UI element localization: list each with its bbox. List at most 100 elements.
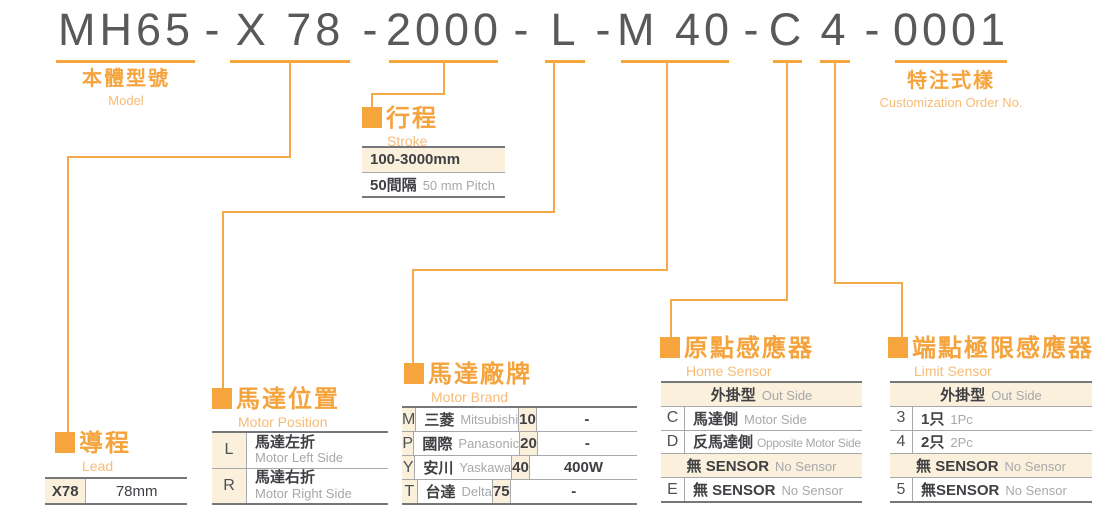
connector-home-sensor [786, 62, 788, 301]
motor-brand-title-zh: 馬達廠牌 [428, 361, 532, 388]
connector-motor-position [553, 62, 555, 213]
lead-code-cell: X78 [45, 479, 87, 503]
limit-sensor-row: 4 2只 2Pc [890, 430, 1092, 455]
connector-limit-sensor [834, 62, 836, 284]
home-sensor-zh: 無 SENSOR [693, 482, 776, 500]
lead-row: X78 78mm [45, 479, 187, 503]
underline-motor-brand [621, 60, 729, 63]
home-sensor-nosensor-zh: 無 SENSOR [686, 458, 770, 476]
motor-position-code: L [212, 433, 247, 468]
limit-sensor-header-row: 外掛型 Out Side [890, 383, 1092, 407]
underline-body [56, 60, 195, 63]
body-model-label-zh: 本體型號 [82, 68, 170, 90]
stroke-pitch-row: 50間隔 50 mm Pitch [362, 173, 505, 197]
underline-lead [230, 60, 350, 63]
motor-brand-wcode: 10 [519, 408, 537, 431]
limit-sensor-header-zh: 外掛型 [940, 386, 986, 404]
connector-motor-position [222, 211, 555, 213]
connector-home-sensor [670, 299, 788, 301]
model-separator: - [513, 4, 529, 55]
home-sensor-header-row: 外掛型 Out Side [661, 383, 862, 407]
home-sensor-header-zh: 外掛型 [710, 386, 756, 404]
underline-customization [895, 60, 1007, 63]
motor-position-row: R 馬達右折 Motor Right Side [212, 468, 388, 503]
model-separator: - [864, 4, 880, 55]
model-segment-body: MH65 [57, 4, 195, 55]
underline-stroke [389, 60, 498, 63]
motor-brand-zh: 安川 [423, 460, 454, 477]
motor-brand-wcode: 40 [512, 456, 530, 479]
motor-brand-en: Mitsubishi [460, 412, 519, 427]
home-sensor-code: D [661, 430, 685, 454]
connector-lead [289, 62, 291, 156]
stroke-pitch-en: 50 mm Pitch [422, 177, 495, 193]
motor-brand-code: P [402, 432, 415, 455]
limit-sensor-row: 5 無SENSOR No Sensor [890, 478, 1092, 501]
motor-position-en: Motor Left Side [255, 450, 344, 466]
limit-sensor-title-en: Limit Sensor [914, 363, 992, 379]
home-sensor-zh: 反馬達側 [693, 434, 754, 452]
body-model-label-en: Model [108, 93, 144, 108]
underline-limit-sensor [820, 60, 850, 63]
connector-limit-sensor [834, 282, 903, 284]
home-sensor-en: Motor Side [744, 411, 807, 427]
home-sensor-code: C [661, 406, 685, 430]
model-segment-home-sensor: C [768, 4, 806, 55]
limit-sensor-en: 2Pc [950, 435, 973, 451]
motor-brand-zh: 台達 [425, 484, 456, 501]
underline-home-sensor [773, 60, 802, 63]
motor-brand-watt: - [571, 483, 577, 500]
limit-sensor-code: 4 [890, 430, 913, 454]
stroke-range: 100-3000mm [370, 151, 461, 169]
motor-position-zh: 馬達左折 [255, 433, 316, 451]
motor-brand-en: Delta [461, 484, 492, 499]
home-sensor-nosensor-en: No Sensor [775, 459, 837, 475]
home-sensor-row: D 反馬達側 Opposite Motor Side [661, 430, 862, 455]
motor-position-en: Motor Right Side [255, 485, 352, 501]
model-segment-motor-brand: M 40 [616, 4, 734, 55]
connector-motor-position [222, 211, 224, 389]
home-sensor-table: 外掛型 Out Side C 馬達側 Motor Side D 反馬達側 Opp… [661, 381, 862, 503]
home-sensor-title-en: Home Sensor [686, 363, 772, 379]
home-sensor-row: E 無 SENSOR No Sensor [661, 478, 862, 501]
stroke-title-en: Stroke [387, 133, 428, 149]
home-sensor-bullet-square [660, 337, 680, 358]
limit-sensor-en: 1Pc [950, 411, 973, 427]
limit-sensor-code: 3 [890, 406, 913, 430]
connector-stroke [371, 93, 445, 95]
motor-position-row: L 馬達左折 Motor Left Side [212, 433, 388, 469]
motor-brand-wcode: 75 [492, 480, 511, 503]
connector-motor-brand [666, 62, 668, 271]
motor-brand-zh: 國際 [422, 436, 453, 453]
limit-sensor-table: 外掛型 Out Side 3 1只 1Pc 4 2只 2Pc 無 SENSOR … [890, 381, 1092, 503]
motor-position-zh: 馬達右折 [255, 469, 316, 487]
model-segment-motor-position: L [550, 4, 580, 55]
motor-brand-title-en: Motor Brand [431, 389, 509, 405]
home-sensor-zh: 馬達側 [693, 410, 739, 428]
home-sensor-nosensor-row: 無 SENSOR No Sensor [661, 454, 862, 479]
customization-label-en: Customization Order No. [879, 95, 1023, 110]
motor-brand-en: Yaskawa [459, 460, 512, 475]
stroke-bullet-square [362, 107, 382, 128]
lead-title-zh: 導程 [79, 430, 131, 457]
lead-bullet-square [55, 432, 75, 453]
connector-motor-brand [412, 269, 668, 271]
limit-sensor-nosensor-row: 無 SENSOR No Sensor [890, 454, 1092, 479]
home-sensor-row: C 馬達側 Motor Side [661, 406, 862, 431]
motor-brand-bullet-square [404, 363, 424, 384]
limit-sensor-title-zh: 端點極限感應器 [912, 335, 1094, 362]
limit-sensor-bullet-square [888, 337, 908, 358]
limit-sensor-header-en: Out Side [991, 387, 1042, 403]
limit-sensor-row: 3 1只 1Pc [890, 406, 1092, 431]
connector-stroke [371, 93, 373, 108]
limit-sensor-en: No Sensor [1005, 483, 1067, 499]
motor-brand-zh: 三菱 [424, 412, 455, 429]
connector-motor-brand [412, 269, 414, 364]
model-separator: - [204, 4, 220, 55]
motor-position-code: R [212, 468, 247, 503]
motor-brand-table: M 三菱 Mitsubishi 10 - P 國際 Panasonic 20 -… [402, 406, 637, 505]
limit-sensor-code: 5 [890, 478, 913, 501]
connector-home-sensor [670, 299, 672, 338]
connector-limit-sensor [901, 282, 903, 338]
underline-motor-position [545, 60, 585, 63]
